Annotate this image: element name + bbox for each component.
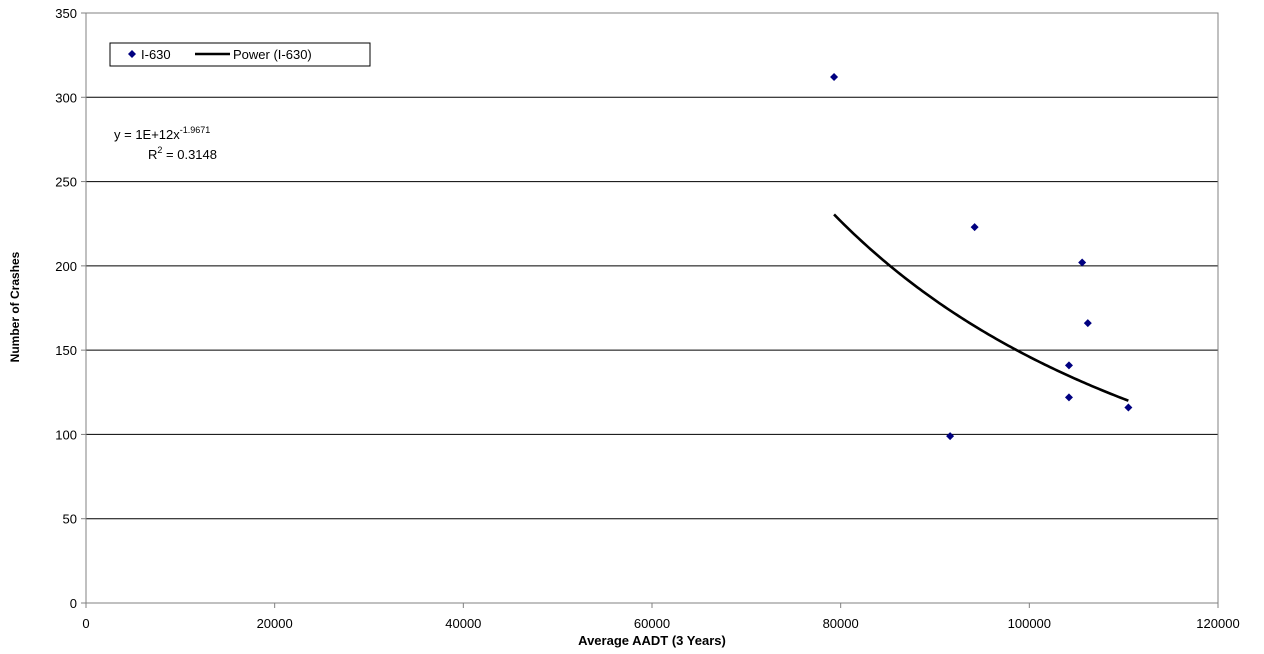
y-tick-label: 300 (55, 90, 77, 105)
x-tick-label: 80000 (823, 616, 859, 631)
y-axis-ticks: 0 50 100 150 200 250 300 350 (55, 6, 86, 611)
y-tick-label: 200 (55, 259, 77, 274)
y-tick-label: 150 (55, 343, 77, 358)
y-tick-label: 350 (55, 6, 77, 21)
x-tick-label: 120000 (1196, 616, 1239, 631)
equation-text: y = 1E+12x-1.9671 (114, 125, 210, 142)
y-tick-label: 0 (70, 596, 77, 611)
data-point (1078, 258, 1087, 267)
data-point (1124, 403, 1133, 412)
trendline-equation: y = 1E+12x-1.9671 R2 = 0.3148 (114, 125, 217, 162)
x-tick-label: 40000 (445, 616, 481, 631)
plot-area-border (85, 12, 1219, 604)
legend-box (109, 42, 371, 67)
x-axis-ticks: 0 20000 40000 60000 80000 100000 120000 (82, 603, 1240, 631)
y-tick-label: 250 (55, 175, 77, 190)
x-tick-label: 60000 (634, 616, 670, 631)
data-point (1064, 361, 1073, 370)
x-tick-label: 100000 (1008, 616, 1051, 631)
x-axis-title: Average AADT (3 Years) (578, 633, 726, 648)
x-tick-label: 20000 (257, 616, 293, 631)
data-point (1064, 393, 1073, 402)
scatter-points (830, 73, 1133, 441)
legend-label-power: Power (I-630) (233, 47, 312, 62)
data-point (830, 73, 839, 82)
gridlines (86, 96, 1218, 520)
legend-marker-i630 (128, 50, 136, 58)
y-axis-title: Number of Crashes (8, 251, 22, 362)
legend: I-630 Power (I-630) (109, 42, 371, 67)
r-squared-text: R2 = 0.3148 (148, 145, 217, 162)
data-point (946, 432, 955, 441)
data-point (970, 223, 979, 232)
legend-label-i630: I-630 (141, 47, 171, 62)
y-tick-label: 50 (63, 512, 77, 527)
y-tick-label: 100 (55, 427, 77, 442)
x-tick-label: 0 (82, 616, 89, 631)
data-point (1083, 319, 1092, 328)
trendline-power (833, 213, 1129, 402)
